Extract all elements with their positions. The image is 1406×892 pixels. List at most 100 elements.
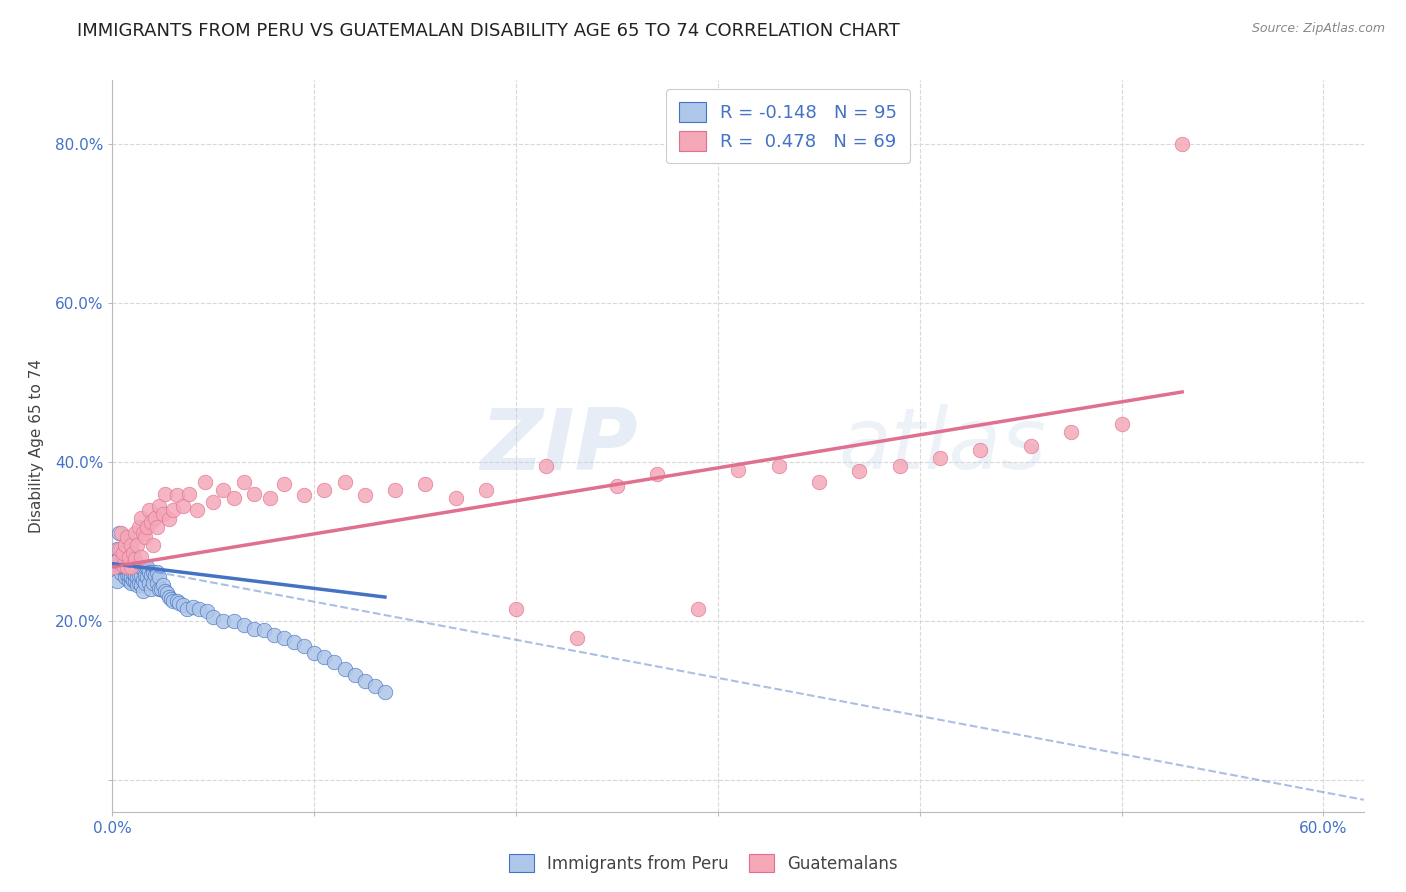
Point	[565, 632, 588, 646]
Text: ZIP: ZIP	[481, 404, 638, 488]
Point	[181, 599, 204, 614]
Point	[139, 567, 162, 582]
Point	[142, 575, 165, 590]
Point	[153, 486, 176, 500]
Point	[353, 673, 375, 688]
Point	[212, 483, 235, 497]
Point	[242, 486, 264, 500]
Point	[117, 574, 139, 589]
Point	[149, 582, 172, 596]
Point	[647, 467, 669, 481]
Point	[146, 575, 169, 590]
Point	[124, 552, 146, 566]
Point	[105, 542, 128, 557]
Point	[314, 483, 336, 497]
Point	[105, 554, 128, 568]
Point	[162, 594, 184, 608]
Legend: R = -0.148   N = 95, R =  0.478   N = 69: R = -0.148 N = 95, R = 0.478 N = 69	[666, 89, 910, 163]
Point	[114, 558, 136, 573]
Point	[135, 559, 157, 574]
Point	[129, 567, 152, 582]
Y-axis label: Disability Age 65 to 74: Disability Age 65 to 74	[30, 359, 44, 533]
Point	[143, 567, 166, 582]
Point	[132, 526, 155, 541]
Point	[138, 502, 160, 516]
Point	[292, 640, 315, 654]
Point	[110, 542, 132, 557]
Point	[160, 591, 183, 606]
Point	[121, 546, 143, 560]
Point	[139, 582, 162, 596]
Point	[475, 483, 498, 497]
Point	[969, 442, 991, 457]
Point	[132, 562, 155, 576]
Point	[115, 530, 138, 544]
Point	[1111, 417, 1133, 431]
Point	[807, 475, 830, 489]
Point	[121, 566, 143, 581]
Point	[179, 486, 201, 500]
Point	[111, 562, 134, 576]
Point	[259, 491, 281, 505]
Point	[117, 552, 139, 566]
Text: Source: ZipAtlas.com: Source: ZipAtlas.com	[1251, 22, 1385, 36]
Point	[132, 573, 155, 587]
Point	[1019, 439, 1042, 453]
Point	[222, 614, 245, 628]
Point	[146, 520, 169, 534]
Point	[134, 559, 156, 574]
Point	[124, 562, 146, 576]
Point	[124, 574, 146, 589]
Point	[273, 632, 295, 646]
Point	[166, 594, 188, 608]
Point	[152, 507, 174, 521]
Point	[107, 558, 129, 573]
Point	[129, 510, 152, 524]
Point	[153, 583, 176, 598]
Point	[103, 558, 125, 573]
Point	[124, 567, 146, 582]
Point	[848, 465, 870, 479]
Point	[115, 562, 138, 576]
Point	[132, 583, 155, 598]
Point	[148, 570, 170, 584]
Point	[353, 488, 375, 502]
Point	[364, 679, 387, 693]
Point	[110, 526, 132, 541]
Point	[135, 570, 157, 584]
Text: IMMIGRANTS FROM PERU VS GUATEMALAN DISABILITY AGE 65 TO 74 CORRELATION CHART: IMMIGRANTS FROM PERU VS GUATEMALAN DISAB…	[77, 22, 900, 40]
Point	[536, 458, 558, 473]
Point	[283, 635, 305, 649]
Point	[202, 610, 225, 624]
Point	[142, 538, 165, 552]
Point	[148, 582, 170, 596]
Point	[111, 558, 134, 573]
Point	[1171, 136, 1194, 151]
Point	[129, 559, 152, 574]
Point	[114, 562, 136, 576]
Point	[143, 510, 166, 524]
Point	[128, 520, 150, 534]
Point	[686, 602, 709, 616]
Point	[134, 530, 156, 544]
Point	[114, 570, 136, 584]
Point	[157, 512, 180, 526]
Point	[152, 578, 174, 592]
Point	[374, 685, 396, 699]
Point	[128, 575, 150, 590]
Point	[114, 538, 136, 552]
Point	[202, 494, 225, 508]
Point	[172, 499, 194, 513]
Point	[114, 542, 136, 557]
Point	[232, 475, 254, 489]
Point	[304, 646, 326, 660]
Point	[167, 596, 190, 610]
Point	[115, 567, 138, 582]
Point	[120, 570, 142, 584]
Point	[273, 477, 295, 491]
Point	[384, 483, 406, 497]
Point	[134, 567, 156, 582]
Point	[111, 550, 134, 565]
Point	[157, 590, 180, 604]
Point	[138, 575, 160, 590]
